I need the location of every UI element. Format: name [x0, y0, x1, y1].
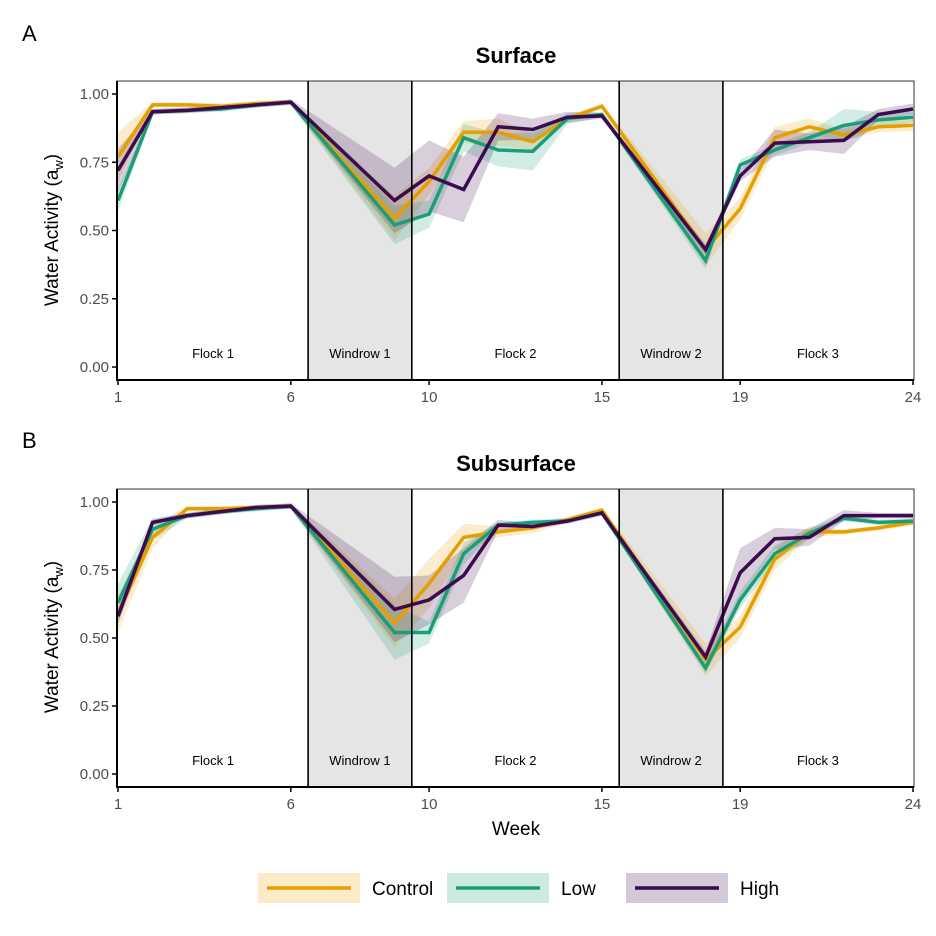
region-layer — [308, 489, 723, 787]
region-label: Flock 3 — [797, 753, 839, 768]
region-label-layer: Flock 1 Windrow 1 Flock 2 Windrow 2 Flock 3 — [192, 346, 839, 361]
y-tick-label: 0.50 — [80, 630, 109, 647]
y-tick-label: 0.75 — [80, 154, 109, 171]
x-tick-label: 1 — [114, 796, 122, 813]
region-label-layer: Flock 1 Windrow 1 Flock 2 Windrow 2 Flock 3 — [192, 753, 839, 768]
x-tick-label: 1 — [114, 389, 122, 406]
panel-letter: B — [22, 428, 37, 453]
y-tick-label: 0.00 — [80, 766, 109, 783]
y-tick-label: 0.50 — [80, 223, 109, 240]
x-axis-title: Week — [492, 819, 541, 840]
region-label: Windrow 1 — [329, 346, 390, 361]
x-tick-label: 6 — [287, 389, 295, 406]
x-tick-label: 15 — [594, 796, 611, 813]
y-tick-label: 0.25 — [80, 291, 109, 308]
series-line-high — [116, 100, 914, 253]
line-layer — [116, 100, 914, 265]
x-tick-label: 24 — [905, 389, 922, 406]
legend-label-low: Low — [561, 879, 596, 900]
region-shade-3 — [619, 81, 723, 380]
region-label: Windrow 1 — [329, 753, 390, 768]
region-layer — [308, 81, 723, 380]
panel-title: Surface — [476, 43, 557, 68]
ribbon-control — [118, 99, 913, 266]
x-tick-label: 24 — [905, 796, 922, 813]
y-axis: 0.00 0.25 0.50 0.75 1.00 — [80, 494, 117, 783]
region-shade-3 — [619, 489, 723, 787]
ribbon-control — [118, 503, 913, 677]
panel-subsurface: B Subsurface Flock 1 Windrow 1 Flock 2 Wind… — [22, 428, 921, 840]
legend-label-control: Control — [372, 879, 433, 900]
legend-label-high: High — [740, 879, 779, 900]
legend: Control Low High — [258, 873, 779, 903]
ribbon-layer — [118, 99, 913, 269]
y-tick-label: 0.25 — [80, 698, 109, 715]
y-tick-label: 0.00 — [80, 359, 109, 376]
x-tick-label: 6 — [287, 796, 295, 813]
x-axis: 1 6 10 15 19 24 — [114, 787, 922, 813]
ribbon-low — [118, 503, 913, 674]
y-axis-title: Water Activity (aw) — [42, 154, 66, 306]
x-axis: 1 6 10 15 19 24 — [114, 380, 922, 406]
panel-title: Subsurface — [456, 451, 576, 476]
y-tick-label: 1.00 — [80, 86, 109, 103]
ribbon-high — [118, 99, 913, 256]
ribbon-layer — [118, 503, 913, 677]
y-tick-label: 1.00 — [80, 494, 109, 511]
x-tick-label: 15 — [594, 389, 611, 406]
y-tick-label: 0.75 — [80, 562, 109, 579]
x-tick-label: 19 — [732, 796, 749, 813]
line-layer — [116, 504, 914, 672]
panel-letter: A — [22, 21, 37, 46]
ribbon-low — [118, 99, 913, 269]
x-tick-label: 10 — [421, 796, 438, 813]
region-label: Windrow 2 — [640, 753, 701, 768]
region-label: Windrow 2 — [640, 346, 701, 361]
y-axis-title: Water Activity (aw) — [42, 561, 66, 713]
x-tick-label: 19 — [732, 389, 749, 406]
panel-frame — [116, 80, 915, 381]
panel-surface: A Surface Flock 1 Windrow 1 Flock 2 Windrow… — [22, 21, 921, 406]
region-label: Flock 3 — [797, 346, 839, 361]
ribbon-high — [118, 503, 913, 663]
region-label: Flock 2 — [495, 753, 537, 768]
region-label: Flock 2 — [495, 346, 537, 361]
region-shade-1 — [308, 81, 412, 380]
y-axis: 0.00 0.25 0.50 0.75 1.00 — [80, 86, 117, 376]
region-label: Flock 1 — [192, 346, 234, 361]
region-label: Flock 1 — [192, 753, 234, 768]
series-line-high — [116, 504, 913, 661]
x-tick-label: 10 — [421, 389, 438, 406]
